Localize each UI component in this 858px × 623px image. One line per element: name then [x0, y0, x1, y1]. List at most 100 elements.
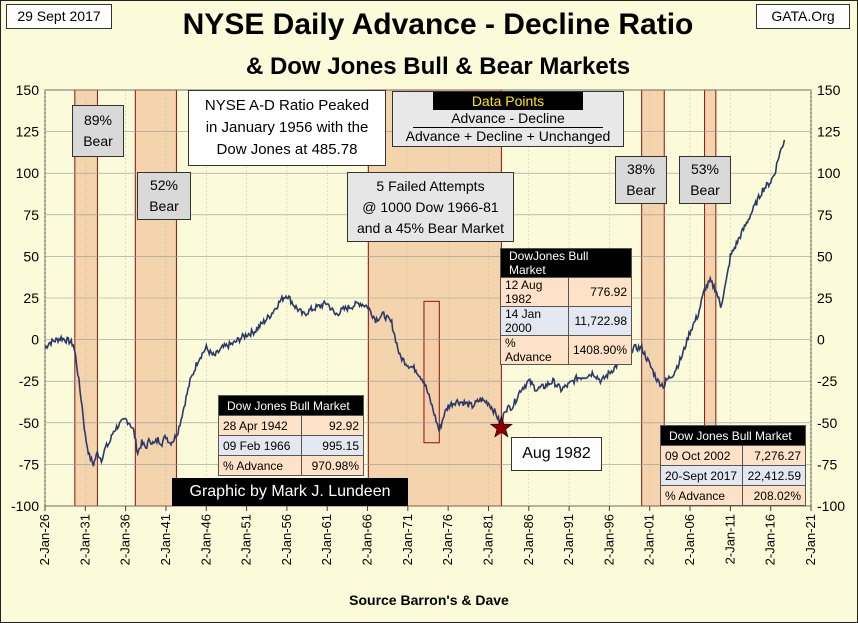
bear-pct: 53% — [690, 161, 720, 177]
y-tick-label-left: -25 — [19, 373, 39, 389]
y-tick-label-right: 100 — [817, 165, 841, 181]
y-tick-label-right: -75 — [817, 456, 837, 472]
bull-table-title: Dow Jones Bull Market — [660, 425, 806, 446]
bull-table-cell: 92.92 — [301, 415, 364, 436]
bull-table-cell: 7,276.27 — [741, 445, 807, 466]
y-tick-label-left: 75 — [23, 207, 39, 223]
bear-pct: 52% — [149, 177, 179, 193]
x-tick-label: 2-Jan-36 — [118, 514, 133, 565]
bear-label-53: 53% Bear — [679, 156, 731, 204]
y-tick-label-right: 50 — [817, 248, 833, 264]
failed-note-line: @ 1000 Dow 1966-81 — [362, 199, 499, 215]
data-points-legend: Data Points Advance - Decline Advance + … — [392, 91, 624, 147]
aug-1982-label: Aug 1982 — [511, 437, 602, 471]
bull-table-cell: % Advance — [660, 485, 743, 506]
x-tick-label: 2-Jan-51 — [239, 514, 254, 565]
bull-table-cell: % Advance — [217, 455, 303, 476]
y-tick-label-right: 75 — [817, 207, 833, 223]
x-tick-label: 2-Jan-41 — [158, 514, 173, 565]
x-tick-label: 2-Jan-56 — [279, 514, 294, 565]
bull-table-cell: 11,722.98 — [567, 306, 633, 336]
bull-table-cell: 1408.90% — [567, 335, 633, 365]
x-tick-label: 2-Jan-81 — [480, 514, 495, 565]
data-points-title: Data Points — [433, 92, 583, 110]
peak-note-line: Dow Jones at 485.78 — [216, 141, 358, 158]
bear-pct: 38% — [626, 161, 656, 177]
x-tick-label: 2-Jan-66 — [360, 514, 375, 565]
bull-table-cell: 20-Sept 2017 — [660, 465, 743, 486]
y-tick-label-right: -25 — [817, 373, 837, 389]
x-tick-label: 2-Jan-11 — [722, 514, 737, 564]
x-tick-label: 2-Jan-71 — [400, 514, 415, 565]
chart-subtitle: & Dow Jones Bull & Bear Markets — [245, 53, 631, 80]
x-tick-label: 2-Jan-91 — [561, 514, 576, 565]
x-tick-label: 2-Jan-16 — [763, 514, 778, 565]
x-tick-label: 2-Jan-21 — [803, 514, 818, 565]
bull-market-table-1942: Dow Jones Bull Market 28 Apr 1942 92.92 0… — [217, 395, 364, 476]
x-axis-label: Source Barron's & Dave — [349, 592, 509, 608]
y-tick-label-right: 125 — [817, 124, 841, 140]
credit-label: Graphic by Mark J. Lundeen — [172, 478, 408, 506]
x-tick-label: 2-Jan-06 — [682, 514, 697, 565]
y-tick-label-left: -100 — [11, 498, 39, 514]
bear-pct: 89% — [83, 112, 113, 128]
bull-table-cell: 776.92 — [567, 277, 633, 307]
bull-table-cell: 22,412.59 — [741, 465, 807, 486]
bull-table-cell: % Advance — [500, 335, 569, 365]
bull-table-cell: 970.98% — [301, 455, 364, 476]
y-tick-label-right: 150 — [817, 82, 841, 98]
bear-label-89: 89% Bear — [72, 105, 124, 157]
bull-table-cell: 208.02% — [741, 485, 807, 506]
y-tick-label-right: -100 — [817, 498, 845, 514]
peak-note-line: in January 1956 with the — [205, 119, 369, 136]
chart-title: NYSE Daily Advance - Decline Ratio — [182, 8, 694, 41]
aug-1982-star-marker — [489, 415, 513, 438]
y-tick-label-left: 100 — [16, 165, 40, 181]
y-tick-label-left: 0 — [31, 332, 39, 348]
bull-table-title: Dow Jones Bull Market — [218, 395, 364, 416]
bear-market-band — [423, 300, 440, 444]
y-tick-label-right: -50 — [817, 415, 837, 431]
data-points-numerator: Advance - Decline — [413, 110, 603, 128]
x-tick-label: 2-Jan-86 — [521, 514, 536, 565]
y-tick-label-right: 25 — [817, 290, 833, 306]
bear-word: Bear — [83, 133, 113, 149]
x-tick-label: 2-Jan-31 — [77, 514, 92, 565]
x-tick-label: 2-Jan-01 — [642, 514, 657, 565]
bull-market-table-2002: Dow Jones Bull Market 09 Oct 2002 7,276.2… — [660, 425, 807, 506]
bull-table-cell: 12 Aug 1982 — [500, 277, 569, 307]
bull-table-cell: 995.15 — [301, 435, 364, 456]
bear-word: Bear — [626, 182, 656, 198]
data-points-denominator: Advance + Decline + Unchanged — [405, 128, 611, 144]
y-tick-label-left: -75 — [19, 456, 39, 472]
bear-word: Bear — [690, 182, 720, 198]
failed-attempts-note: 5 Failed Attempts @ 1000 Dow 1966-81 and… — [347, 172, 514, 242]
y-tick-label-left: 25 — [23, 290, 39, 306]
source-label: GATA.Org — [756, 4, 850, 29]
y-tick-label-left: 150 — [16, 82, 40, 98]
y-tick-label-left: -50 — [19, 415, 39, 431]
x-tick-label: 2-Jan-46 — [198, 514, 213, 565]
bull-table-cell: 28 Apr 1942 — [217, 415, 303, 436]
bull-table-cell: 09 Feb 1966 — [217, 435, 303, 456]
bull-table-cell: 09 Oct 2002 — [660, 445, 743, 466]
failed-note-line: 5 Failed Attempts — [376, 178, 485, 194]
peak-note: NYSE A-D Ratio Peaked in January 1956 wi… — [188, 90, 386, 166]
bear-label-38: 38% Bear — [615, 156, 667, 204]
x-tick-label: 2-Jan-61 — [319, 514, 334, 565]
bull-table-cell: 14 Jan 2000 — [500, 306, 569, 336]
date-label: 29 Sept 2017 — [6, 4, 112, 29]
x-tick-label: 2-Jan-96 — [601, 514, 616, 565]
x-tick-label: 2-Jan-76 — [440, 514, 455, 565]
bear-word: Bear — [149, 198, 179, 214]
bull-market-table-1982: DowJones Bull Market 12 Aug 1982 776.92 1… — [500, 248, 633, 365]
x-tick-label: 2-Jan-26 — [37, 514, 52, 565]
peak-note-line: NYSE A-D Ratio Peaked — [204, 97, 370, 114]
y-tick-label-right: 0 — [817, 332, 825, 348]
y-tick-label-left: 50 — [23, 248, 39, 264]
failed-note-line: and a 45% Bear Market — [356, 220, 505, 236]
y-tick-label-left: 125 — [16, 124, 40, 140]
bull-table-title: DowJones Bull Market — [500, 248, 632, 278]
series-line — [44, 139, 786, 467]
bear-label-52: 52% Bear — [137, 172, 191, 220]
